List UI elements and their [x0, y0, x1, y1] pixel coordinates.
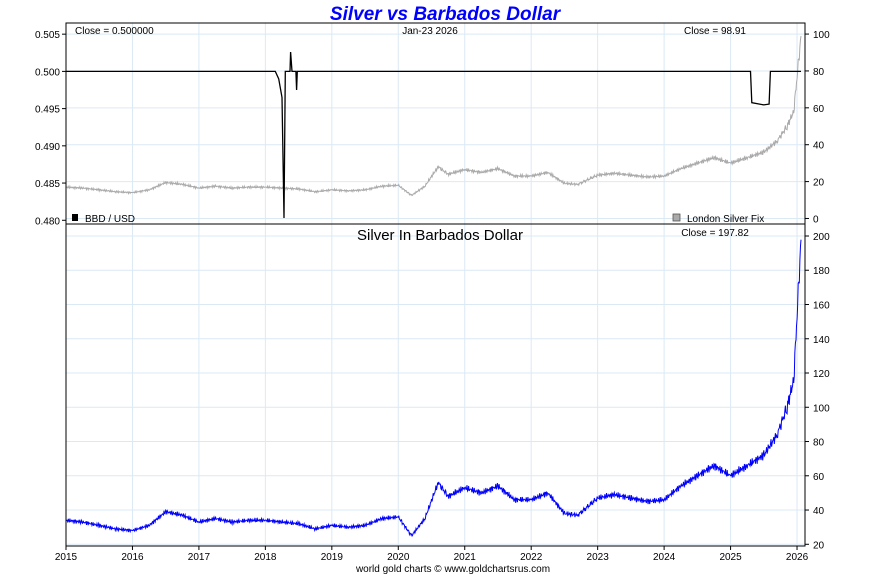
bottom-y-tick-label: 200: [813, 232, 830, 243]
date-label: Jan-23 2026: [402, 26, 458, 37]
bottom-y-tick-label: 80: [813, 438, 825, 449]
legend-bbd-label: BBD / USD: [85, 214, 135, 225]
x-tick-label: 2024: [653, 552, 676, 563]
left-y-tick-label: 0.490: [35, 142, 60, 153]
left-y-tick-label: 0.505: [35, 30, 60, 41]
x-tick-label: 2022: [520, 552, 543, 563]
silver-bbd-line: [65, 239, 802, 538]
right-y-tick-label: 40: [813, 141, 825, 152]
left-close-label: Close = 0.500000: [75, 26, 154, 37]
bottom-y-tick-label: 140: [813, 335, 830, 346]
x-tick-label: 2016: [121, 552, 144, 563]
bottom-y-tick-label: 40: [813, 506, 825, 517]
x-tick-label: 2021: [454, 552, 477, 563]
right-y-tick-label: 80: [813, 67, 825, 78]
legend-bbd-swatch: [72, 214, 78, 221]
x-tick-label: 2020: [387, 552, 410, 563]
bottom-panel-title: Silver In Barbados Dollar: [357, 227, 523, 244]
bbd-usd-line: [66, 51, 801, 219]
x-tick-label: 2018: [254, 552, 277, 563]
left-y-tick-label: 0.495: [35, 105, 60, 116]
right-y-tick-label: 100: [813, 30, 830, 41]
left-y-tick-label: 0.485: [35, 179, 60, 190]
bottom-y-tick-label: 100: [813, 403, 830, 414]
x-tick-label: 2026: [786, 552, 809, 563]
footer-credit: world gold charts © www.goldchartsrus.co…: [355, 564, 550, 575]
bottom-y-tick-label: 120: [813, 369, 830, 380]
bottom-close-label: Close = 197.82: [681, 228, 749, 239]
x-tick-label: 2025: [719, 552, 742, 563]
plot-frame: [65, 22, 806, 547]
legend-silver-swatch: [672, 213, 681, 222]
bottom-y-tick-label: 60: [813, 472, 825, 483]
right-y-tick-label: 20: [813, 178, 825, 189]
bottom-y-tick-label: 160: [813, 301, 830, 312]
left-y-tick-label: 0.480: [35, 216, 60, 227]
chart-title: Silver vs Barbados Dollar: [330, 4, 562, 25]
legend-silver-label: London Silver Fix: [687, 214, 764, 225]
x-tick-label: 2019: [321, 552, 344, 563]
right-close-label: Close = 98.91: [684, 26, 746, 37]
bottom-y-tick-label: 180: [813, 266, 830, 277]
left-y-tick-label: 0.500: [35, 67, 60, 78]
right-y-tick-label: 0: [813, 214, 819, 225]
silver-fix-line: [65, 36, 802, 197]
bottom-y-tick-label: 20: [813, 540, 825, 551]
right-y-tick-label: 60: [813, 104, 825, 115]
x-tick-label: 2017: [188, 552, 211, 563]
x-tick-label: 2023: [587, 552, 610, 563]
x-tick-label: 2015: [55, 552, 78, 563]
